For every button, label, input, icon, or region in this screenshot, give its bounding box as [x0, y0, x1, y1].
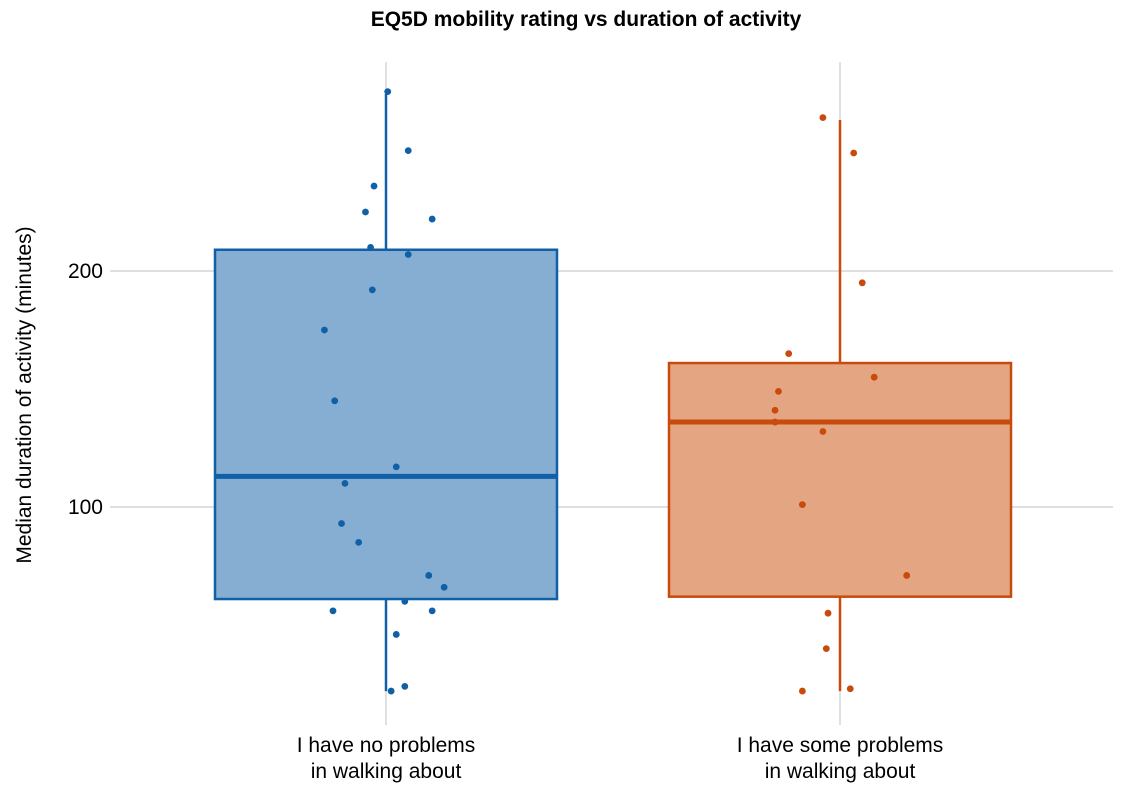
boxplot-2: [667, 119, 1013, 692]
data-point: [428, 607, 436, 615]
data-point: [858, 279, 866, 287]
data-point: [822, 645, 830, 652]
data-point: [329, 607, 337, 615]
data-point: [903, 572, 911, 579]
data-point: [387, 687, 395, 695]
x-tick-label: I have some problems: [737, 734, 944, 757]
data-point: [392, 631, 400, 638]
data-point: [850, 149, 858, 157]
data-point: [384, 88, 392, 96]
x-tick-label: in walking about: [765, 760, 916, 783]
y-axis-label: Median duration of activity (minutes): [13, 226, 36, 563]
axes: 100 200 I have no problems in walking about…: [68, 260, 943, 783]
data-point: [846, 685, 854, 693]
y-tick-label: 200: [68, 260, 103, 283]
data-point: [785, 350, 793, 357]
data-point: [425, 572, 433, 579]
boxplot-1: [213, 94, 559, 692]
data-points: [321, 88, 911, 695]
x-tick-label: I have no problems: [297, 734, 476, 757]
data-point: [771, 406, 779, 414]
data-point: [368, 286, 376, 294]
x-tick-label: in walking about: [311, 760, 462, 783]
data-point: [367, 244, 375, 251]
box-body: [667, 361, 1013, 598]
data-point: [355, 539, 363, 546]
data-point: [401, 682, 409, 690]
data-point: [392, 463, 400, 471]
data-point: [362, 208, 369, 216]
data-point: [331, 397, 339, 405]
data-point: [370, 182, 378, 190]
data-point: [771, 418, 779, 426]
data-point: [819, 114, 827, 121]
y-tick-label: 100: [68, 496, 103, 519]
box-body: [213, 248, 559, 601]
data-point: [819, 428, 827, 435]
data-point: [440, 583, 448, 591]
data-point: [870, 373, 878, 381]
boxplots: [213, 94, 1013, 692]
data-point: [321, 326, 328, 334]
data-point: [824, 609, 832, 617]
data-point: [341, 480, 349, 487]
data-point: [401, 598, 409, 605]
data-point: [798, 687, 806, 695]
data-point: [428, 215, 436, 223]
data-point: [775, 387, 782, 395]
data-point: [404, 251, 412, 258]
chart-title: EQ5D mobility rating vs duration of acti…: [371, 8, 802, 31]
data-point: [338, 520, 345, 527]
data-point: [404, 147, 412, 155]
data-point: [798, 501, 806, 509]
